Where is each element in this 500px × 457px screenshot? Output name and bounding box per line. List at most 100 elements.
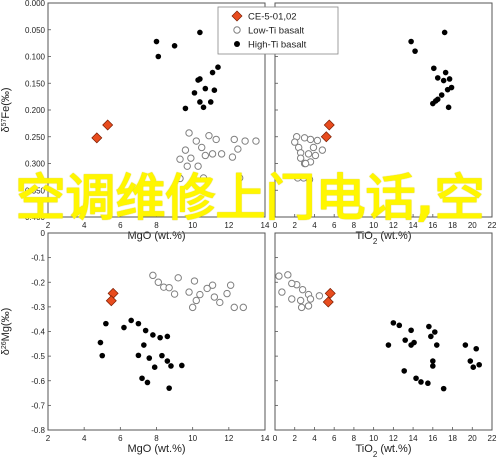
x-tick-label: 4 <box>82 221 87 230</box>
x-tick-label: 10 <box>188 221 197 230</box>
x-axis-label: TiO2 (wt.%) <box>356 443 412 457</box>
point-high-ti <box>467 358 474 364</box>
x-tick-label: 6 <box>332 434 337 443</box>
point-high-ti <box>121 324 127 331</box>
point-high-ti <box>207 99 214 105</box>
point-high-ti <box>139 375 145 382</box>
y-tick-label: -0.6 <box>31 377 45 386</box>
y-tick-label: 0.250 <box>25 133 46 142</box>
point-high-ti <box>390 320 397 326</box>
x-tick-label: 12 <box>389 221 398 230</box>
x-axis-label: MgO (wt.%) <box>127 230 185 242</box>
point-high-ti <box>440 77 447 84</box>
point-high-ti <box>385 342 392 348</box>
x-tick-label: 0 <box>273 221 278 230</box>
point-low-ti <box>315 292 324 300</box>
y-tick-label: -0.2 <box>31 278 45 287</box>
point-high-ti <box>430 358 436 364</box>
point-low-ti <box>298 285 307 294</box>
x-tick-label: 18 <box>448 434 457 443</box>
point-low-ti <box>194 162 202 170</box>
point-ce5 <box>107 287 119 299</box>
point-low-ti <box>239 303 248 312</box>
point-low-ti <box>304 150 313 158</box>
point-high-ti <box>431 329 438 335</box>
point-low-ti <box>216 298 224 307</box>
point-low-ti <box>208 281 217 289</box>
x-tick-label: 10 <box>369 434 378 443</box>
point-ce5 <box>91 132 103 144</box>
point-high-ti <box>402 337 409 343</box>
point-low-ti <box>149 271 157 280</box>
point-low-ti <box>226 281 235 289</box>
point-high-ti <box>141 342 147 348</box>
point-high-ti <box>146 355 153 361</box>
point-high-ti <box>413 375 419 382</box>
point-ce5 <box>320 131 332 143</box>
point-low-ti <box>296 154 305 162</box>
point-high-ti <box>99 352 106 359</box>
x-tick-label: 2 <box>293 434 298 443</box>
point-low-ti <box>288 295 296 303</box>
point-low-ti <box>198 143 206 152</box>
point-low-ti <box>183 162 191 170</box>
point-low-ti <box>208 150 217 158</box>
point-high-ti <box>135 352 142 359</box>
legend: CE-5-01,02 Low-Ti basalt High-Ti basalt <box>217 6 339 55</box>
x-tick-label: 8 <box>154 221 159 230</box>
point-low-ti <box>297 303 306 312</box>
point-high-ti <box>202 85 209 92</box>
point-low-ti <box>230 303 238 312</box>
point-high-ti <box>171 43 178 49</box>
point-low-ti <box>296 296 305 305</box>
x-tick-label: 4 <box>312 434 317 443</box>
x-axis-label: TiO2 (wt.%) <box>356 230 412 246</box>
point-high-ti <box>197 99 203 105</box>
point-low-ti <box>235 174 244 182</box>
x-tick-label: 10 <box>369 221 378 230</box>
point-low-ti <box>301 159 310 168</box>
point-low-ti <box>241 137 249 145</box>
point-high-ti <box>434 75 441 81</box>
x-tick-label: 10 <box>188 434 197 443</box>
point-high-ti <box>195 77 201 83</box>
x-tick-label: 16 <box>428 434 437 443</box>
point-low-ti <box>185 288 193 296</box>
y-tick-label: 0 <box>41 229 46 238</box>
point-high-ti <box>142 327 149 334</box>
x-tick-label: 6 <box>118 434 123 443</box>
point-low-ti <box>196 290 204 299</box>
x-tick-label: 4 <box>82 434 87 443</box>
x-tick-label: 22 <box>488 221 497 230</box>
x-tick-label: 8 <box>352 221 357 230</box>
legend-label-2: High-Ti basalt <box>248 40 307 51</box>
point-high-ti <box>470 364 477 371</box>
point-low-ti <box>306 135 315 144</box>
legend-marker-open-circle <box>233 26 241 34</box>
y-tick-label: 0.350 <box>25 186 46 195</box>
y-tick-label: -0.5 <box>31 352 45 361</box>
point-low-ti <box>230 135 238 144</box>
point-low-ti <box>252 137 260 145</box>
point-high-ti <box>97 339 104 346</box>
point-high-ti <box>431 65 437 72</box>
point-low-ti <box>190 277 199 285</box>
point-low-ti <box>187 154 195 162</box>
point-high-ti <box>164 358 171 364</box>
point-high-ti <box>442 69 449 76</box>
point-high-ti <box>445 104 452 111</box>
point-high-ti <box>144 379 151 386</box>
point-low-ti <box>203 284 211 293</box>
point-high-ti <box>209 69 216 76</box>
point-high-ti <box>150 332 156 338</box>
point-low-ti <box>275 272 283 280</box>
point-high-ti <box>168 363 174 369</box>
y-tick-label: -0.3 <box>31 303 45 312</box>
point-ce5 <box>324 287 336 299</box>
point-low-ti <box>311 151 320 160</box>
x-tick-label: 2 <box>46 434 51 443</box>
x-tick-label: 12 <box>224 434 233 443</box>
x-tick-label: 2 <box>293 221 298 230</box>
point-high-ti <box>448 84 455 91</box>
y-axis-label: δ57Fe(‰) <box>0 87 12 132</box>
